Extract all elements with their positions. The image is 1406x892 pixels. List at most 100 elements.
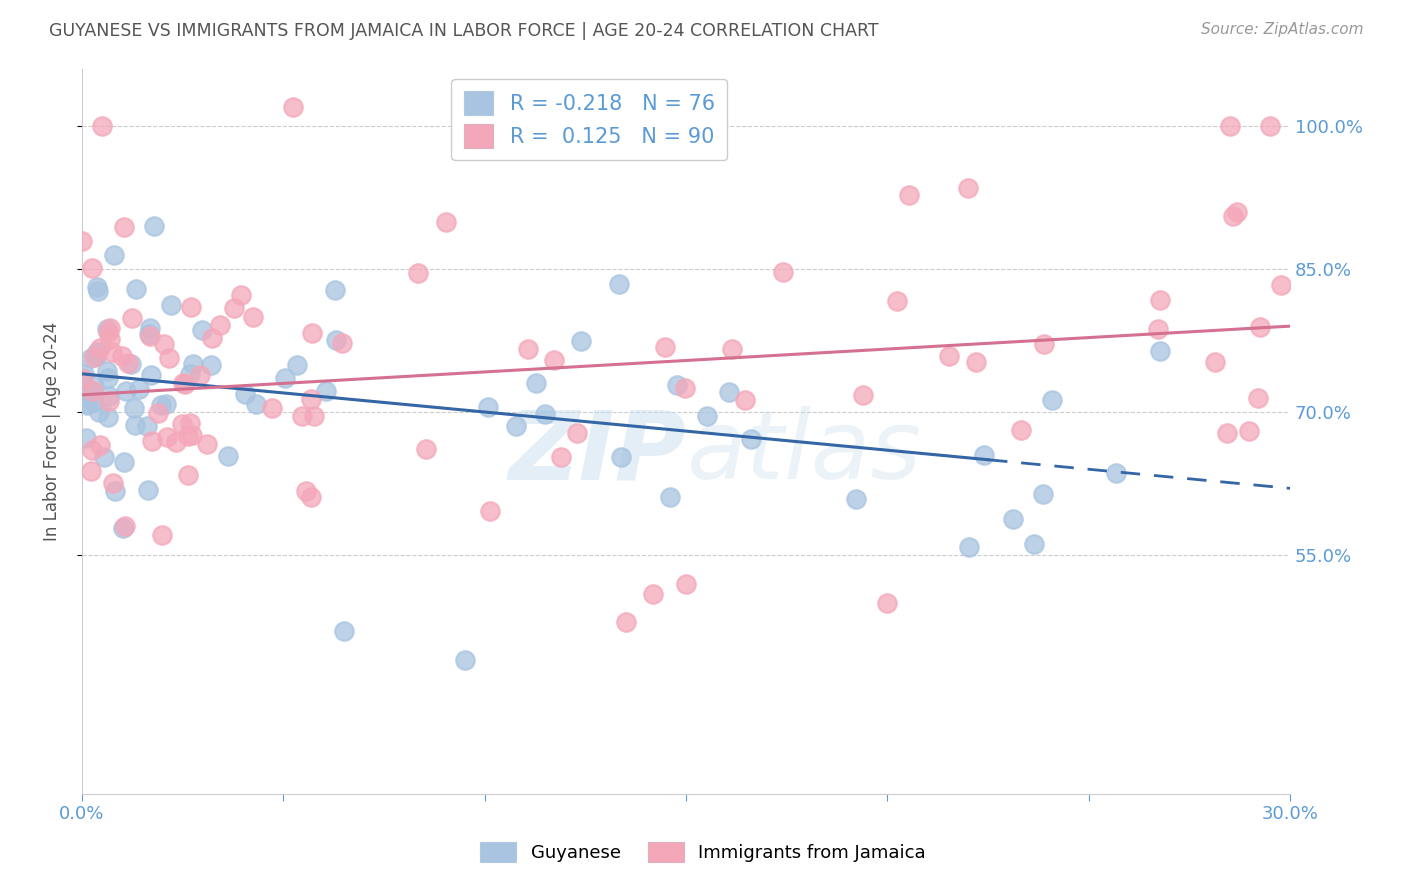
Point bbox=[72, 371, 94, 385]
Point bbox=[80, 442, 103, 457]
Point bbox=[1033, 337, 1056, 351]
Point bbox=[290, 409, 312, 424]
Point bbox=[434, 215, 457, 229]
Point bbox=[479, 504, 502, 518]
Point bbox=[274, 371, 297, 385]
Point bbox=[141, 434, 163, 449]
Point bbox=[1222, 209, 1244, 223]
Point bbox=[174, 377, 197, 392]
Point bbox=[283, 100, 305, 114]
Point bbox=[124, 417, 146, 432]
Point bbox=[112, 219, 135, 234]
Point bbox=[1149, 293, 1171, 308]
Point bbox=[675, 576, 697, 591]
Point bbox=[957, 540, 980, 554]
Point bbox=[641, 587, 664, 601]
Point bbox=[93, 450, 115, 464]
Point bbox=[299, 392, 322, 406]
Point bbox=[138, 326, 160, 341]
Point bbox=[973, 449, 995, 463]
Point bbox=[180, 428, 202, 442]
Point bbox=[179, 416, 201, 430]
Point bbox=[721, 342, 744, 356]
Point bbox=[245, 397, 267, 411]
Point bbox=[734, 393, 756, 408]
Point bbox=[177, 429, 200, 443]
Text: ZIP: ZIP bbox=[508, 407, 686, 500]
Point bbox=[190, 368, 212, 382]
Point bbox=[97, 409, 120, 424]
Point bbox=[1032, 487, 1054, 501]
Point bbox=[654, 341, 676, 355]
Point bbox=[136, 483, 159, 497]
Point bbox=[89, 438, 111, 452]
Point bbox=[505, 419, 527, 434]
Point bbox=[96, 322, 118, 336]
Point bbox=[146, 406, 169, 420]
Point bbox=[287, 358, 309, 372]
Point bbox=[845, 492, 868, 507]
Point bbox=[125, 282, 148, 296]
Point bbox=[1270, 277, 1292, 292]
Point bbox=[534, 407, 557, 421]
Point bbox=[136, 419, 159, 434]
Point bbox=[96, 326, 118, 340]
Point bbox=[75, 431, 97, 445]
Point bbox=[165, 434, 187, 449]
Point bbox=[1226, 205, 1249, 219]
Point bbox=[609, 450, 631, 465]
Point bbox=[852, 388, 875, 402]
Point bbox=[1147, 321, 1170, 335]
Point bbox=[195, 437, 218, 451]
Point bbox=[110, 350, 132, 364]
Point bbox=[150, 528, 173, 542]
Point bbox=[139, 321, 162, 335]
Point bbox=[209, 318, 232, 332]
Point bbox=[124, 401, 146, 416]
Point bbox=[86, 345, 108, 359]
Point bbox=[956, 181, 979, 195]
Point bbox=[73, 367, 96, 381]
Point bbox=[1040, 393, 1063, 408]
Point bbox=[111, 521, 134, 535]
Point bbox=[242, 310, 264, 324]
Point bbox=[524, 376, 547, 391]
Point bbox=[740, 432, 762, 446]
Point bbox=[1215, 425, 1237, 440]
Point bbox=[172, 417, 194, 431]
Point bbox=[91, 119, 114, 133]
Point bbox=[301, 326, 323, 340]
Point bbox=[155, 397, 177, 411]
Point bbox=[1258, 119, 1281, 133]
Point bbox=[149, 398, 172, 412]
Point bbox=[76, 398, 98, 412]
Point bbox=[86, 280, 108, 294]
Point bbox=[98, 332, 121, 346]
Point bbox=[103, 247, 125, 261]
Point bbox=[330, 336, 353, 351]
Point bbox=[72, 235, 94, 249]
Point bbox=[86, 347, 108, 361]
Point bbox=[139, 368, 162, 383]
Point bbox=[75, 396, 97, 410]
Point bbox=[176, 467, 198, 482]
Point bbox=[79, 386, 101, 401]
Point bbox=[550, 450, 572, 464]
Point bbox=[1219, 119, 1241, 133]
Point bbox=[717, 385, 740, 400]
Point bbox=[614, 615, 637, 629]
Point bbox=[98, 389, 121, 403]
Text: Source: ZipAtlas.com: Source: ZipAtlas.com bbox=[1201, 22, 1364, 37]
Point bbox=[1149, 343, 1171, 358]
Point bbox=[607, 277, 630, 291]
Text: GUYANESE VS IMMIGRANTS FROM JAMAICA IN LABOR FORCE | AGE 20-24 CORRELATION CHART: GUYANESE VS IMMIGRANTS FROM JAMAICA IN L… bbox=[49, 22, 879, 40]
Point bbox=[659, 490, 682, 504]
Point bbox=[139, 328, 162, 343]
Point bbox=[112, 455, 135, 469]
Point bbox=[332, 624, 354, 639]
Point bbox=[180, 301, 202, 315]
Point bbox=[128, 382, 150, 396]
Point bbox=[117, 356, 139, 370]
Point bbox=[172, 376, 194, 391]
Point bbox=[1010, 423, 1032, 437]
